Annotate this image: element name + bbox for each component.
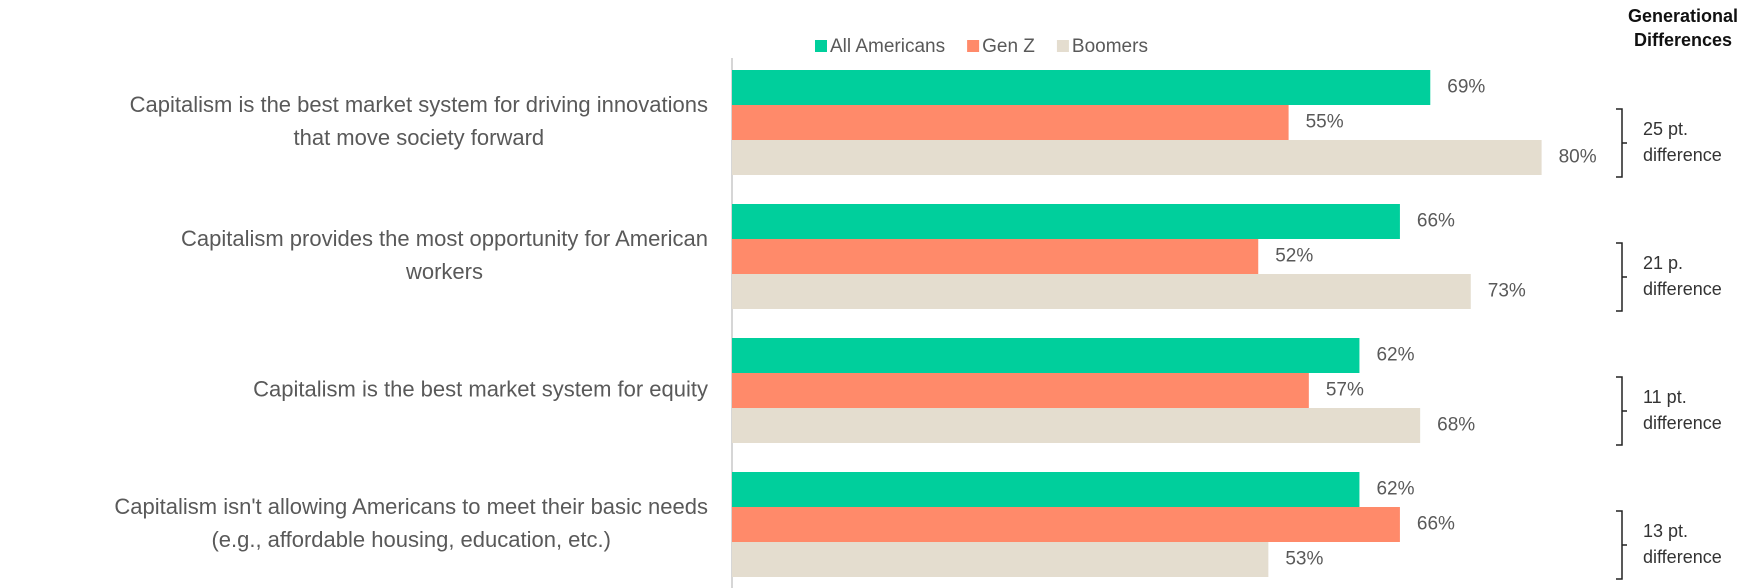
bar (732, 274, 1471, 309)
annotation: difference (1643, 279, 1722, 299)
bar (732, 70, 1431, 105)
category-label: Capitalism is the best market system for… (253, 376, 708, 401)
annotation: difference (1643, 413, 1722, 433)
bar (732, 472, 1360, 507)
value-label: 53% (1285, 549, 1323, 570)
bar (732, 338, 1360, 373)
annotation: difference (1643, 547, 1722, 567)
bracket (1616, 510, 1627, 580)
annotation: 25 pt. (1643, 119, 1688, 139)
legend-label: Gen Z (982, 36, 1035, 57)
annotation-title: Generational (1628, 6, 1738, 26)
annotation: 21 p. (1643, 253, 1683, 273)
category-label: that move society forward (293, 125, 544, 150)
legend-label: All Americans (830, 36, 945, 57)
value-label: 66% (1417, 211, 1455, 232)
bar (732, 140, 1542, 175)
legend-swatch (815, 40, 827, 52)
bar (732, 239, 1259, 274)
category-label: Capitalism isn't allowing Americans to m… (114, 494, 708, 519)
bracket (1616, 376, 1627, 446)
legend-swatch (967, 40, 980, 52)
value-label: 69% (1447, 77, 1485, 98)
category-label: workers (405, 259, 483, 284)
bar (732, 105, 1289, 140)
category-label: Capitalism is the best market system for… (130, 92, 708, 117)
bracket (1616, 108, 1627, 178)
value-label: 80% (1559, 147, 1597, 168)
value-label: 52% (1275, 246, 1313, 267)
bracket (1616, 242, 1627, 312)
value-label: 68% (1437, 415, 1475, 436)
annotation: difference (1643, 145, 1722, 165)
annotation-title: Differences (1634, 30, 1732, 50)
value-label: 62% (1376, 345, 1414, 366)
bar (732, 408, 1421, 443)
bar (732, 507, 1400, 542)
bar (732, 542, 1269, 577)
annotation: 13 pt. (1643, 521, 1688, 541)
legend-swatch (1056, 40, 1069, 52)
bar (732, 204, 1400, 239)
value-label: 62% (1376, 479, 1414, 500)
value-label: 57% (1326, 380, 1364, 401)
value-label: 55% (1306, 112, 1344, 133)
bar (732, 373, 1309, 408)
category-label: Capitalism provides the most opportunity… (181, 226, 708, 251)
legend-label: Boomers (1072, 36, 1148, 57)
value-label: 66% (1417, 514, 1455, 535)
category-label: (e.g., affordable housing, education, et… (211, 527, 611, 552)
annotation: 11 pt. (1643, 387, 1687, 407)
value-label: 73% (1488, 281, 1526, 302)
